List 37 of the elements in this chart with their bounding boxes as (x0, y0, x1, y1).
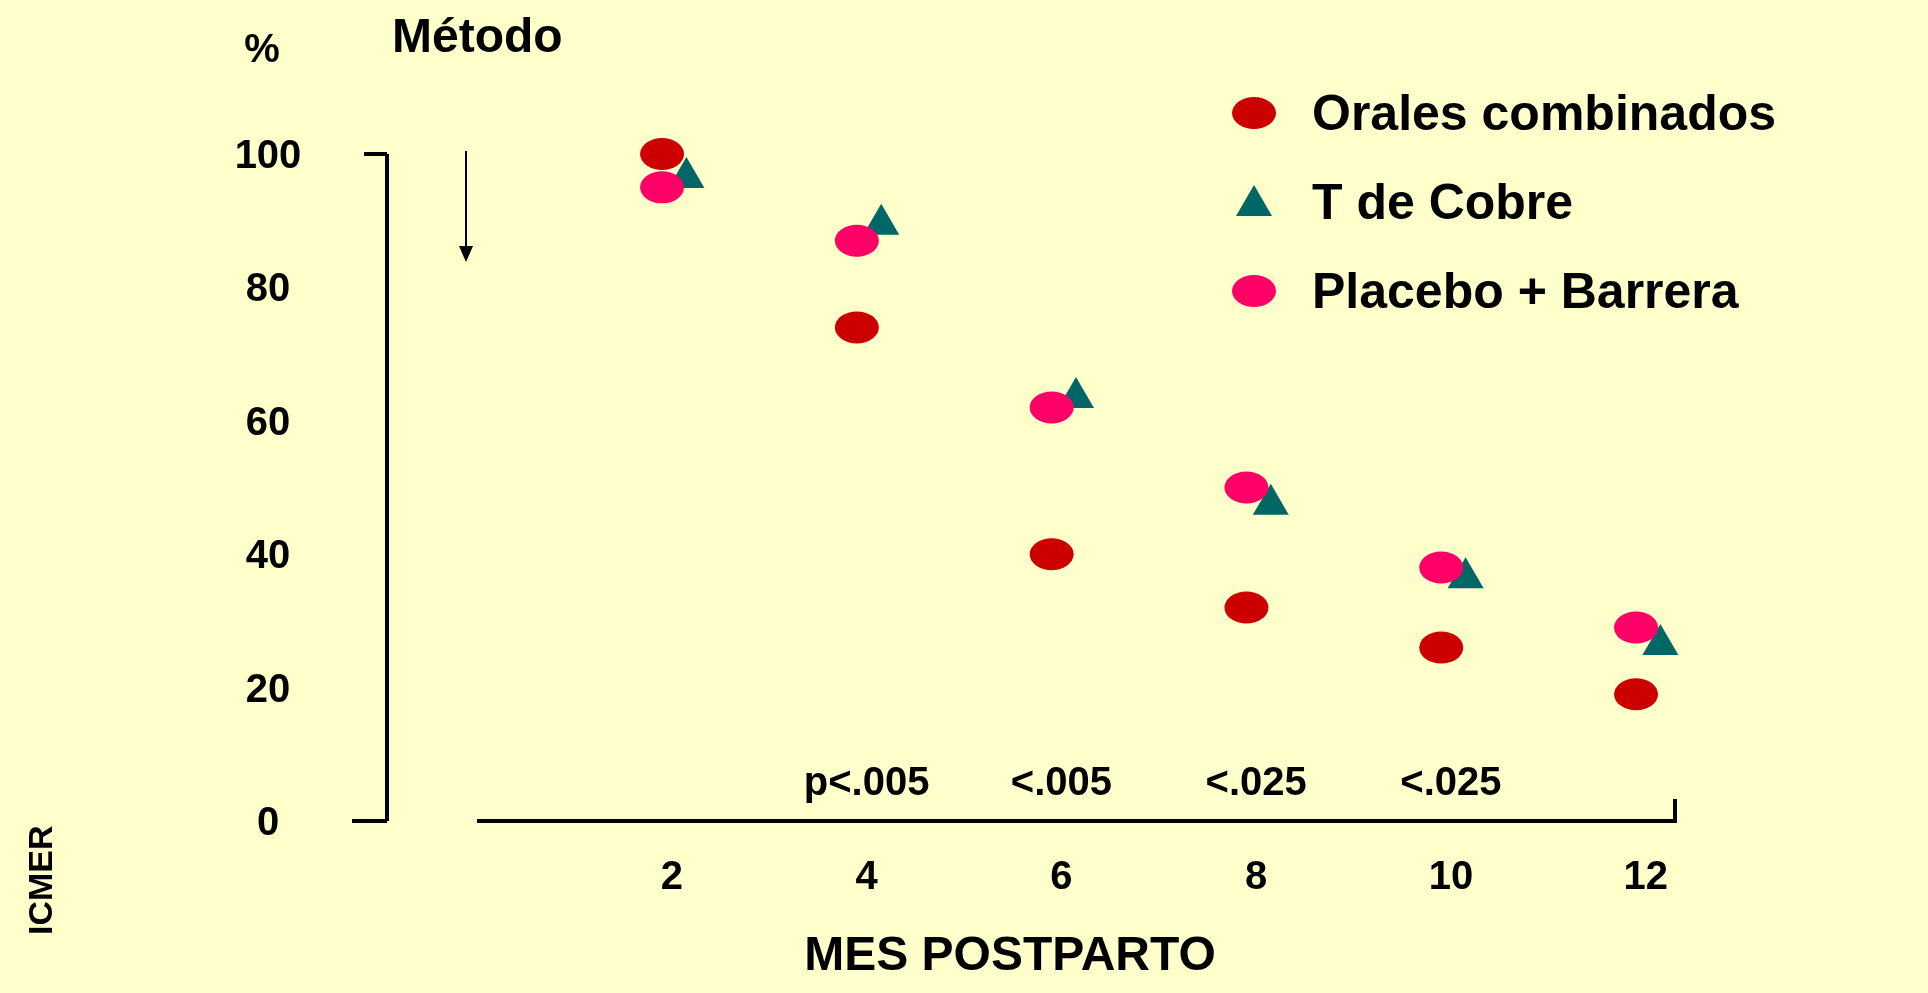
y-tick-label: 60 (245, 398, 291, 443)
legend-label: T de Cobre (1312, 174, 1574, 230)
x-axis-title: MES POSTPARTO (804, 927, 1216, 980)
point (1252, 483, 1289, 515)
point (640, 171, 685, 204)
point (1029, 538, 1074, 571)
y-tick-label: 0 (256, 799, 280, 843)
point (1224, 591, 1269, 624)
text: Método (392, 9, 563, 62)
annotation: <.025 (1205, 758, 1307, 803)
legend-label: Placebo + Barrera (1312, 263, 1740, 319)
y-tick-label: 40 (245, 532, 291, 577)
x-tick-label: 4 (855, 853, 879, 897)
point (1419, 631, 1464, 664)
point (640, 138, 685, 170)
point (1614, 678, 1659, 711)
x-tick-label: 2 (660, 853, 683, 897)
y-axis-title: % (244, 26, 280, 70)
text: ICMER (21, 825, 59, 935)
point (834, 311, 879, 344)
annotation: <.005 (1010, 758, 1112, 803)
point (1224, 471, 1269, 504)
point (1029, 391, 1074, 424)
y-tick-label: 20 (245, 665, 291, 710)
x-tick-label: 8 (1245, 853, 1268, 897)
x-tick-label: 10 (1428, 853, 1474, 897)
y-tick-label: 100 (234, 132, 302, 176)
x-tick-label: 12 (1623, 853, 1669, 897)
point (1642, 623, 1679, 655)
legend-label: Orales combinados (1312, 85, 1777, 141)
annotation: <.025 (1400, 758, 1502, 803)
point (834, 224, 879, 257)
point (1614, 611, 1659, 644)
annotation: p<.005 (803, 758, 930, 803)
x-tick-label: 6 (1050, 853, 1073, 897)
point (1419, 551, 1464, 584)
y-tick-label: 80 (245, 265, 291, 310)
